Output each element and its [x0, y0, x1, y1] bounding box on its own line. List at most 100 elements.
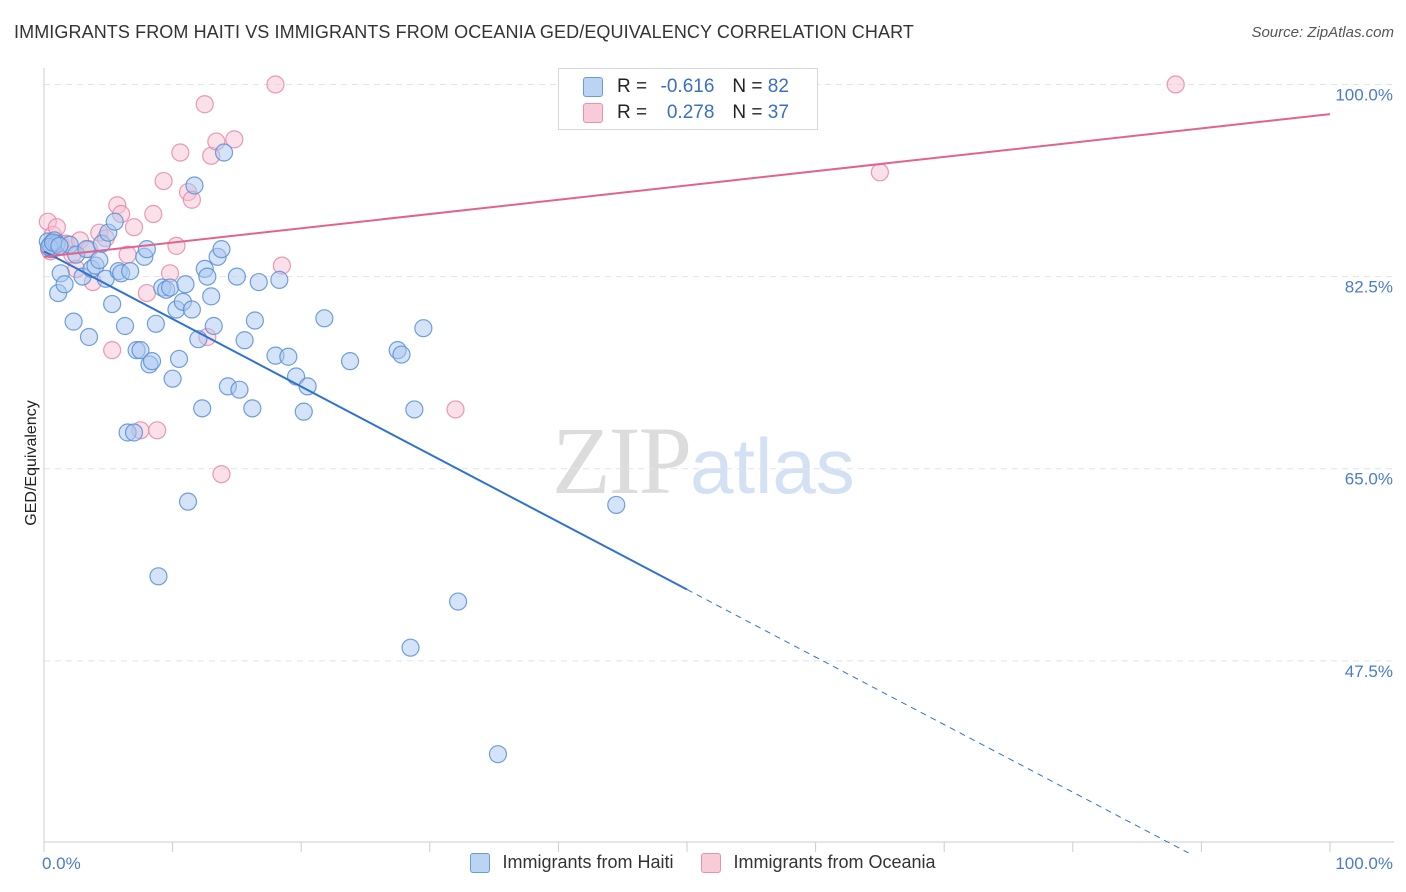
haiti-point [488, 745, 508, 764]
haiti-point [160, 278, 180, 297]
correlation-legend: R = -0.616 N = 82 R = 0.278 N = 37 [558, 68, 818, 130]
haiti-point [163, 369, 182, 388]
haiti-point [115, 316, 135, 336]
haiti-point [315, 309, 334, 328]
haiti-point [193, 399, 212, 418]
haiti-point [124, 423, 144, 442]
haiti-point [245, 311, 265, 330]
oceania-r-value: 0.278 [666, 102, 715, 123]
axes [43, 68, 1394, 852]
oceania-point [446, 400, 465, 419]
haiti-point [105, 212, 124, 231]
y-tick-label: 65.0% [1345, 470, 1393, 489]
haiti-point [230, 380, 249, 399]
oceania-point [266, 75, 285, 94]
haiti-point [392, 345, 411, 364]
oceania-point [137, 283, 156, 303]
haiti-point [249, 272, 268, 292]
haiti-point [340, 352, 360, 371]
oceania-point [212, 465, 231, 484]
haiti-point [198, 267, 217, 286]
haiti-point [169, 349, 189, 369]
oceania-point [195, 95, 214, 114]
watermark-zip: ZIP [552, 407, 692, 514]
haiti-point [294, 402, 313, 421]
haiti-point [414, 319, 433, 338]
haiti-point [55, 275, 74, 294]
haiti-points [38, 143, 626, 764]
haiti-point [50, 236, 69, 255]
haiti-point [178, 492, 198, 511]
haiti-point [448, 592, 468, 611]
oceania-point [124, 218, 144, 237]
haiti-legend-label: Immigrants from Haiti [502, 852, 674, 872]
oceania-n-value: 37 [767, 102, 789, 123]
legend-row-haiti: R = -0.616 N = 82 [583, 75, 789, 99]
haiti-point [149, 567, 168, 586]
haiti-point [79, 327, 99, 347]
oceania-legend-swatch [701, 852, 722, 873]
haiti-point [176, 275, 195, 294]
legend-item-haiti[interactable]: Immigrants from Haiti [470, 852, 673, 873]
oceania-point [870, 163, 890, 182]
watermark: ZIPatlas [552, 405, 855, 516]
haiti-point [204, 316, 223, 336]
y-tick-label: 100.0% [1335, 85, 1393, 104]
haiti-point [137, 240, 156, 259]
haiti-point [185, 176, 204, 195]
haiti-regression-extension [686, 589, 1189, 854]
oceania-legend-label: Immigrants from Oceania [733, 852, 936, 872]
oceania-point [225, 130, 244, 149]
haiti-point [243, 399, 262, 418]
y-tick-label: 47.5% [1345, 662, 1393, 681]
oceania-point [144, 204, 163, 224]
oceania-swatch [583, 103, 603, 123]
oceania-point [148, 421, 167, 440]
haiti-point [146, 314, 165, 333]
oceania-point [1166, 75, 1185, 94]
haiti-point [182, 300, 201, 319]
haiti-point [212, 240, 231, 259]
oceania-regression-line [43, 113, 1331, 258]
haiti-point [279, 347, 298, 366]
oceania-r-label: R = [617, 102, 648, 123]
haiti-point [202, 287, 221, 306]
series-legend: Immigrants from Haiti Immigrants from Oc… [0, 852, 1406, 873]
grid-lines [44, 83, 1394, 662]
haiti-point [103, 294, 122, 314]
haiti-r-value: -0.616 [660, 76, 715, 97]
haiti-n-label: N = [732, 76, 763, 97]
haiti-legend-swatch [470, 852, 491, 873]
haiti-r-label: R = [617, 76, 648, 97]
haiti-point [142, 352, 162, 371]
haiti-regression-line [43, 250, 688, 591]
haiti-point [214, 143, 234, 162]
source-label: Source: ZipAtlas.com [1251, 24, 1394, 41]
haiti-point [270, 270, 289, 289]
haiti-point [401, 638, 420, 657]
oceania-point [103, 341, 122, 360]
haiti-point [90, 251, 109, 270]
haiti-point [227, 267, 246, 286]
haiti-point [235, 331, 254, 350]
haiti-swatch [583, 77, 603, 97]
x-tick-label: 100.0% [1335, 854, 1393, 873]
y-tick-label: 82.5% [1345, 278, 1393, 297]
tick-labels: 47.5% 65.0% 82.5% 100.0% 0.0% 100.0% [42, 85, 1393, 873]
oceania-point [154, 171, 173, 191]
chart-title: IMMIGRANTS FROM HAITI VS IMMIGRANTS FROM… [14, 22, 914, 42]
legend-row-oceania: R = 0.278 N = 37 [583, 101, 789, 125]
watermark-atlas: atlas [690, 422, 855, 510]
haiti-point [64, 312, 83, 331]
x-tick-label: 0.0% [42, 854, 81, 873]
haiti-point [405, 400, 424, 419]
haiti-point [121, 262, 140, 281]
oceania-point [171, 143, 190, 162]
haiti-point [131, 341, 150, 360]
regression-lines [43, 113, 1331, 854]
y-axis-label: GED/Equivalency [23, 400, 40, 525]
haiti-point [607, 495, 626, 515]
legend-item-oceania[interactable]: Immigrants from Oceania [701, 852, 936, 873]
oceania-n-label: N = [732, 102, 763, 123]
